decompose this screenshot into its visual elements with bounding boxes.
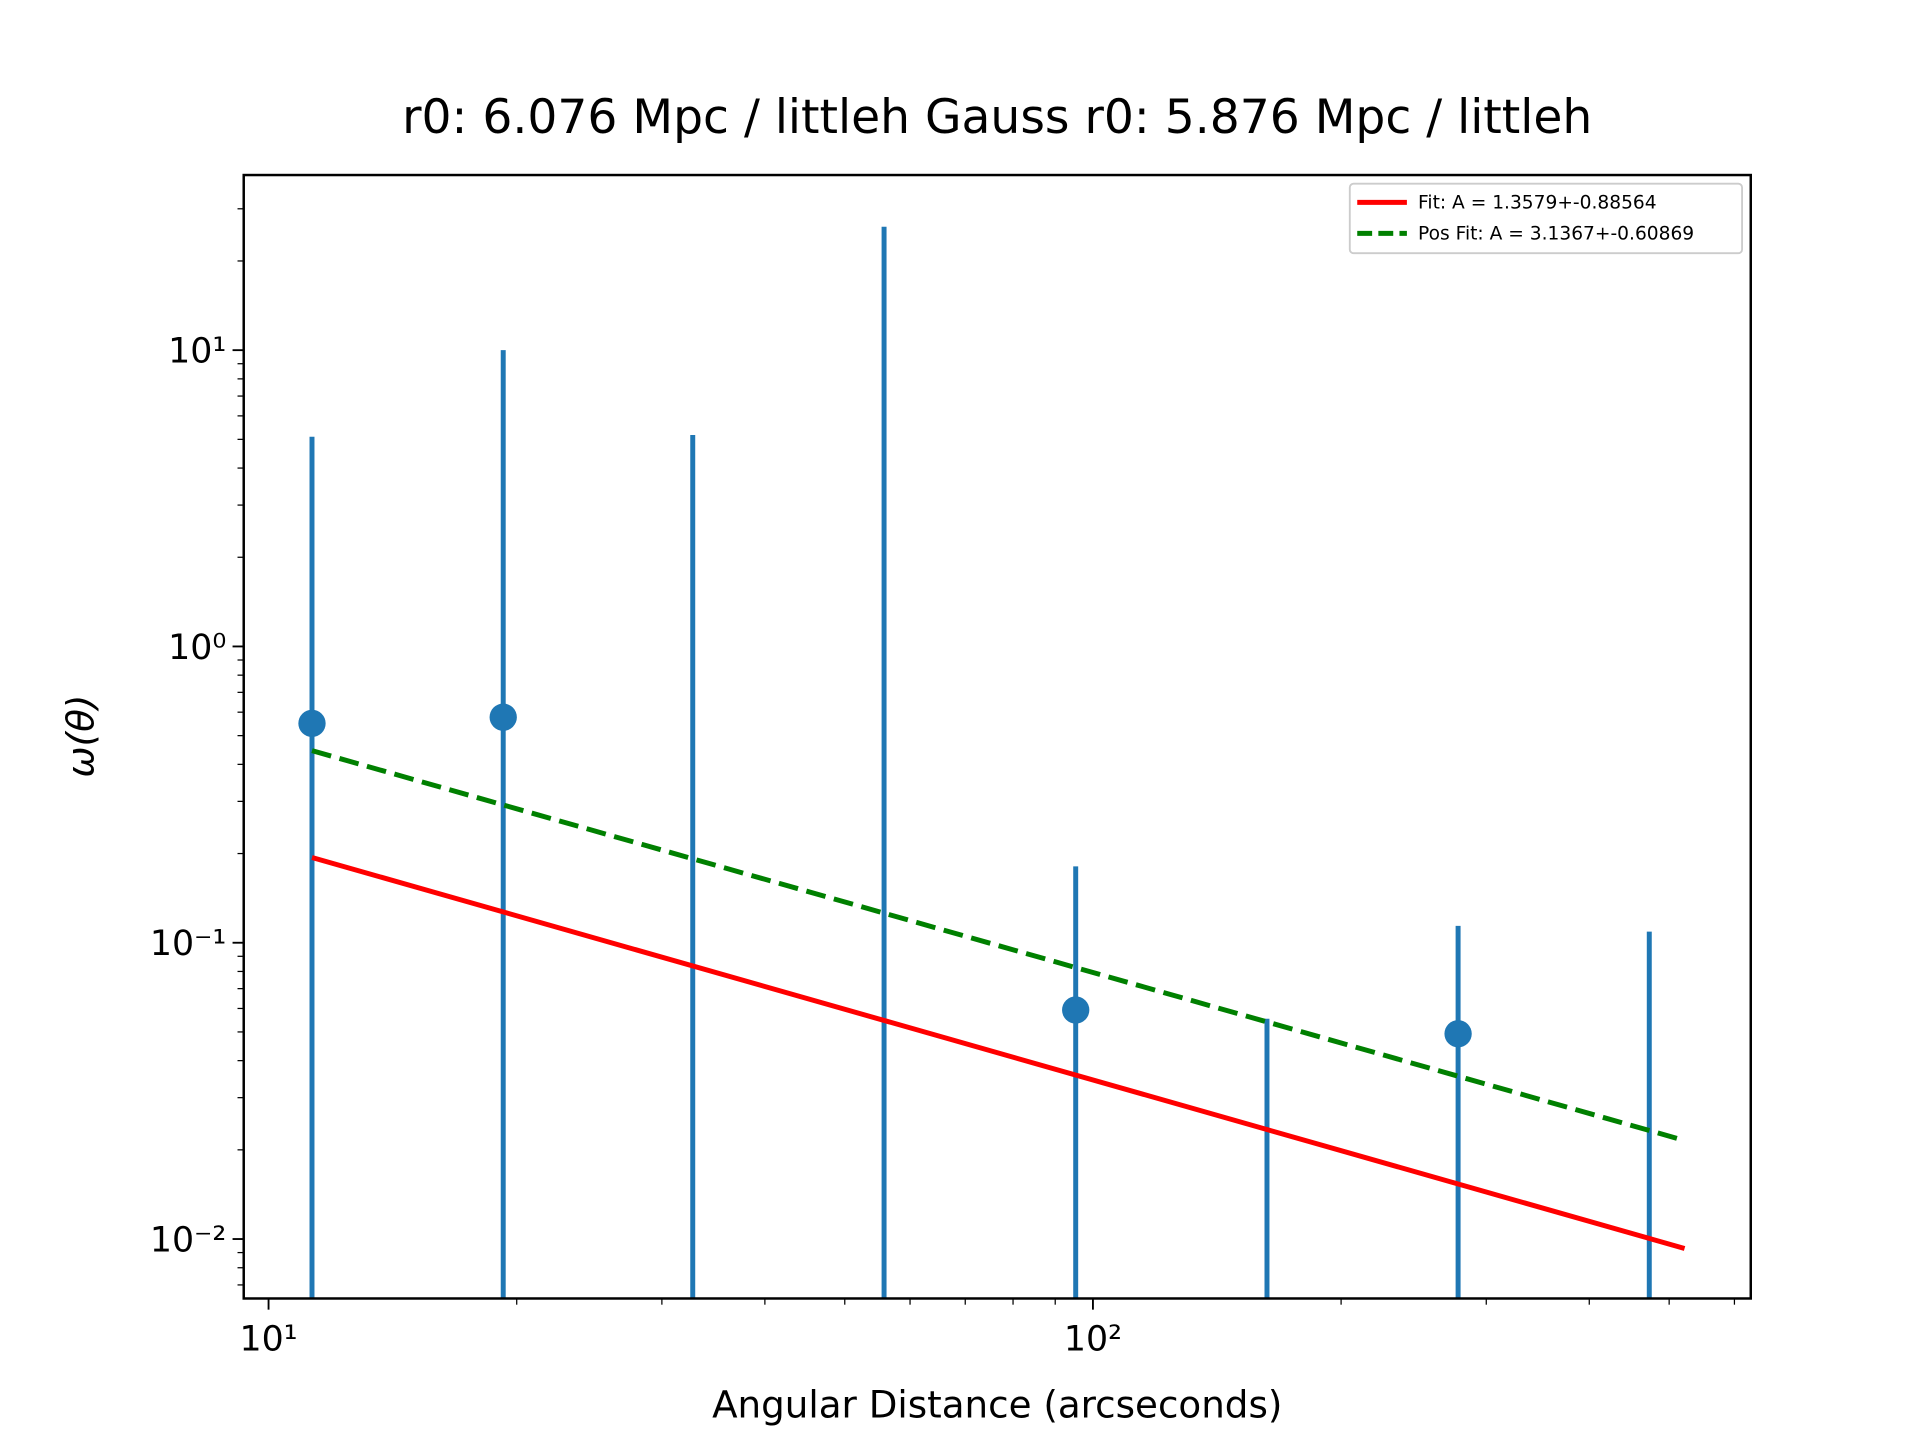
legend-box <box>1348 182 1744 255</box>
y-tick-label: 10⁰ <box>168 628 226 668</box>
x-tick-label: 10² <box>1064 1320 1122 1360</box>
y-tick-label: 10⁻² <box>150 1220 227 1260</box>
fit-line <box>311 748 1686 1143</box>
plot-area <box>298 226 1686 1299</box>
data-point <box>298 709 326 738</box>
data-point <box>1062 996 1090 1024</box>
legend-label: Fit: A = 1.3579+-0.88564 <box>1418 193 1657 214</box>
legend-label: Pos Fit: A = 3.1367+-0.60869 <box>1418 224 1694 245</box>
y-tick-label: 10¹ <box>168 332 226 372</box>
x-tick-label: 10¹ <box>239 1320 297 1360</box>
data-point <box>1444 1020 1472 1048</box>
x-axis-label: Angular Distance (arcseconds) <box>712 1383 1282 1427</box>
data-point <box>489 703 517 731</box>
y-axis-label: ω(θ) <box>59 695 103 778</box>
plot-frame <box>242 173 1753 1300</box>
y-tick-label: 10⁻¹ <box>150 924 227 964</box>
fit-line <box>311 855 1686 1251</box>
chart-title: r0: 6.076 Mpc / littleh Gauss r0: 5.876 … <box>402 90 1592 145</box>
